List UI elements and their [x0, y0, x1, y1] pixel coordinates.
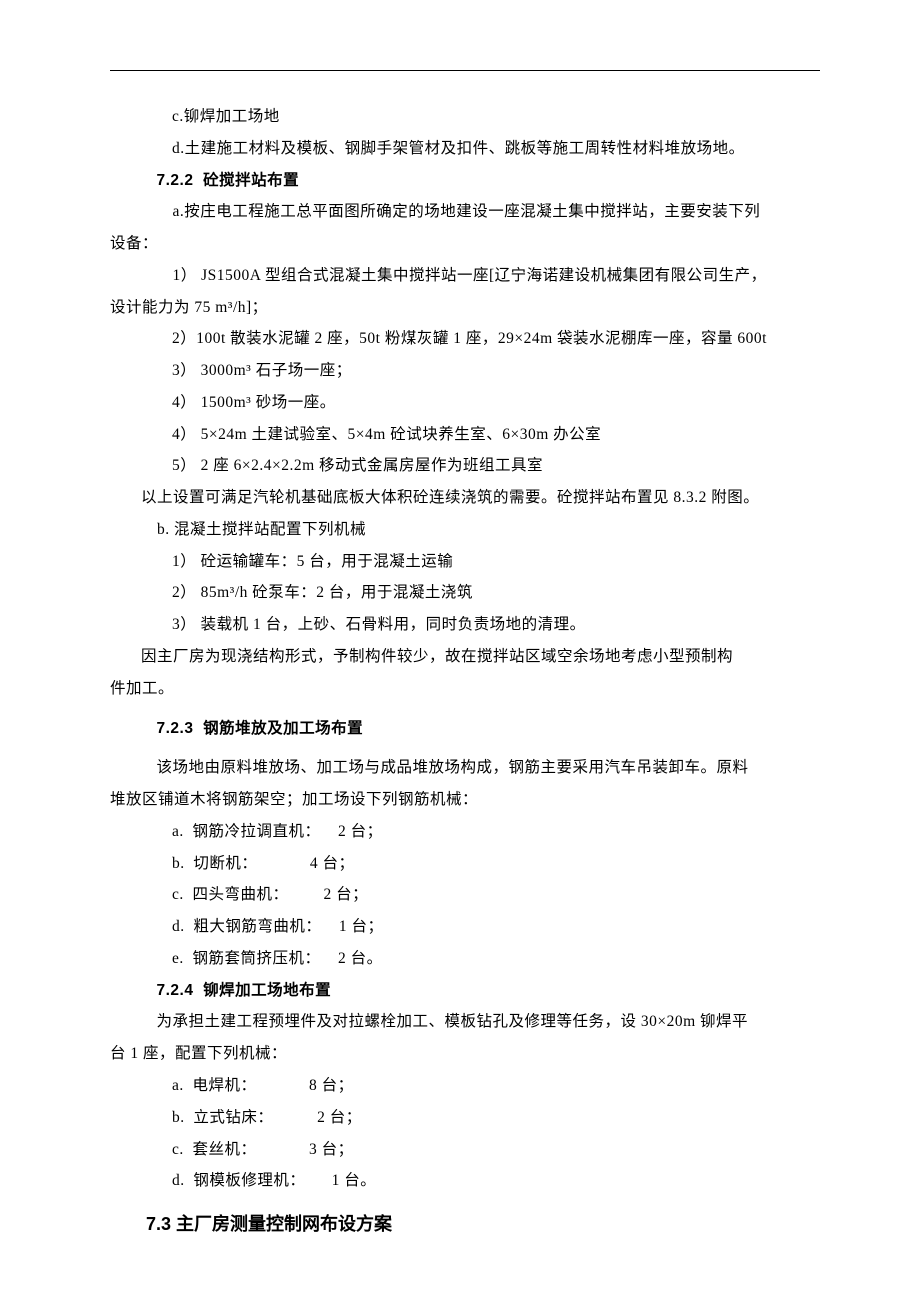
- body-line: 3） 装载机 1 台，上砂、石骨料用，同时负责场地的清理。: [110, 609, 820, 641]
- body-line: 堆放区铺道木将钢筋架空；加工场设下列钢筋机械：: [110, 784, 820, 816]
- body-line: d. 粗大钢筋弯曲机： 1 台；: [110, 911, 820, 943]
- body-line: b. 立式钻床： 2 台；: [110, 1102, 820, 1134]
- body-line: 4） 5×24m 土建试验室、5×4m 砼试块养生室、6×30m 办公室: [110, 419, 820, 451]
- section-subheading: 7.2.3 钢筋堆放及加工场布置: [110, 713, 820, 745]
- body-line: 1） JS1500A 型组合式混凝土集中搅拌站一座[辽宁海诺建设机械集团有限公司…: [110, 260, 820, 292]
- body-line: a.按庄电工程施工总平面图所确定的场地建设一座混凝土集中搅拌站，主要安装下列: [110, 196, 820, 228]
- body-line: 台 1 座，配置下列机械：: [110, 1038, 820, 1070]
- body-line: 该场地由原料堆放场、加工场与成品堆放场构成，钢筋主要采用汽车吊装卸车。原料: [110, 752, 820, 784]
- body-line: d.土建施工材料及模板、钢脚手架管材及扣件、跳板等施工周转性材料堆放场地。: [110, 133, 820, 165]
- body-line: 5） 2 座 6×2.4×2.2m 移动式金属房屋作为班组工具室: [110, 450, 820, 482]
- body-line: b. 混凝土搅拌站配置下列机械: [110, 514, 820, 546]
- section-subheading: 7.2.4 铆焊加工场地布置: [110, 975, 820, 1007]
- body-line: 因主厂房为现浇结构形式，予制构件较少，故在搅拌站区域空余场地考虑小型预制构: [110, 641, 820, 673]
- body-line: 1） 砼运输罐车：5 台，用于混凝土运输: [110, 546, 820, 578]
- body-line: 设备：: [110, 228, 820, 260]
- body-line: a. 钢筋冷拉调直机： 2 台；: [110, 816, 820, 848]
- document-page: c.铆焊加工场地d.土建施工材料及模板、钢脚手架管材及扣件、跳板等施工周转性材料…: [0, 0, 920, 1306]
- body-line: 件加工。: [110, 673, 820, 705]
- body-line: c. 套丝机： 3 台；: [110, 1134, 820, 1166]
- body-line: 2）100t 散装水泥罐 2 座，50t 粉煤灰罐 1 座，29×24m 袋装水…: [110, 323, 820, 355]
- body-line: c.铆焊加工场地: [110, 101, 820, 133]
- body-line: 设计能力为 75 m³/h]；: [110, 292, 820, 324]
- body-line: 2） 85m³/h 砼泵车：2 台，用于混凝土浇筑: [110, 577, 820, 609]
- body-line: 以上设置可满足汽轮机基础底板大体积砼连续浇筑的需要。砼搅拌站布置见 8.3.2 …: [110, 482, 820, 514]
- body-text-container: c.铆焊加工场地d.土建施工材料及模板、钢脚手架管材及扣件、跳板等施工周转性材料…: [110, 101, 820, 1197]
- body-line: d. 钢模板修理机： 1 台。: [110, 1165, 820, 1197]
- section-subheading: 7.2.2 砼搅拌站布置: [110, 165, 820, 197]
- section-heading-7-3: 7.3 主厂房测量控制网布设方案: [110, 1203, 820, 1246]
- body-line: 为承担土建工程预埋件及对拉螺栓加工、模板钻孔及修理等任务，设 30×20m 铆焊…: [110, 1006, 820, 1038]
- body-line: a. 电焊机： 8 台；: [110, 1070, 820, 1102]
- horizontal-rule: [110, 70, 820, 71]
- body-line: e. 钢筋套筒挤压机： 2 台。: [110, 943, 820, 975]
- body-line: c. 四头弯曲机： 2 台；: [110, 879, 820, 911]
- body-line: 4） 1500m³ 砂场一座。: [110, 387, 820, 419]
- body-line: 3） 3000m³ 石子场一座；: [110, 355, 820, 387]
- body-line: b. 切断机： 4 台；: [110, 848, 820, 880]
